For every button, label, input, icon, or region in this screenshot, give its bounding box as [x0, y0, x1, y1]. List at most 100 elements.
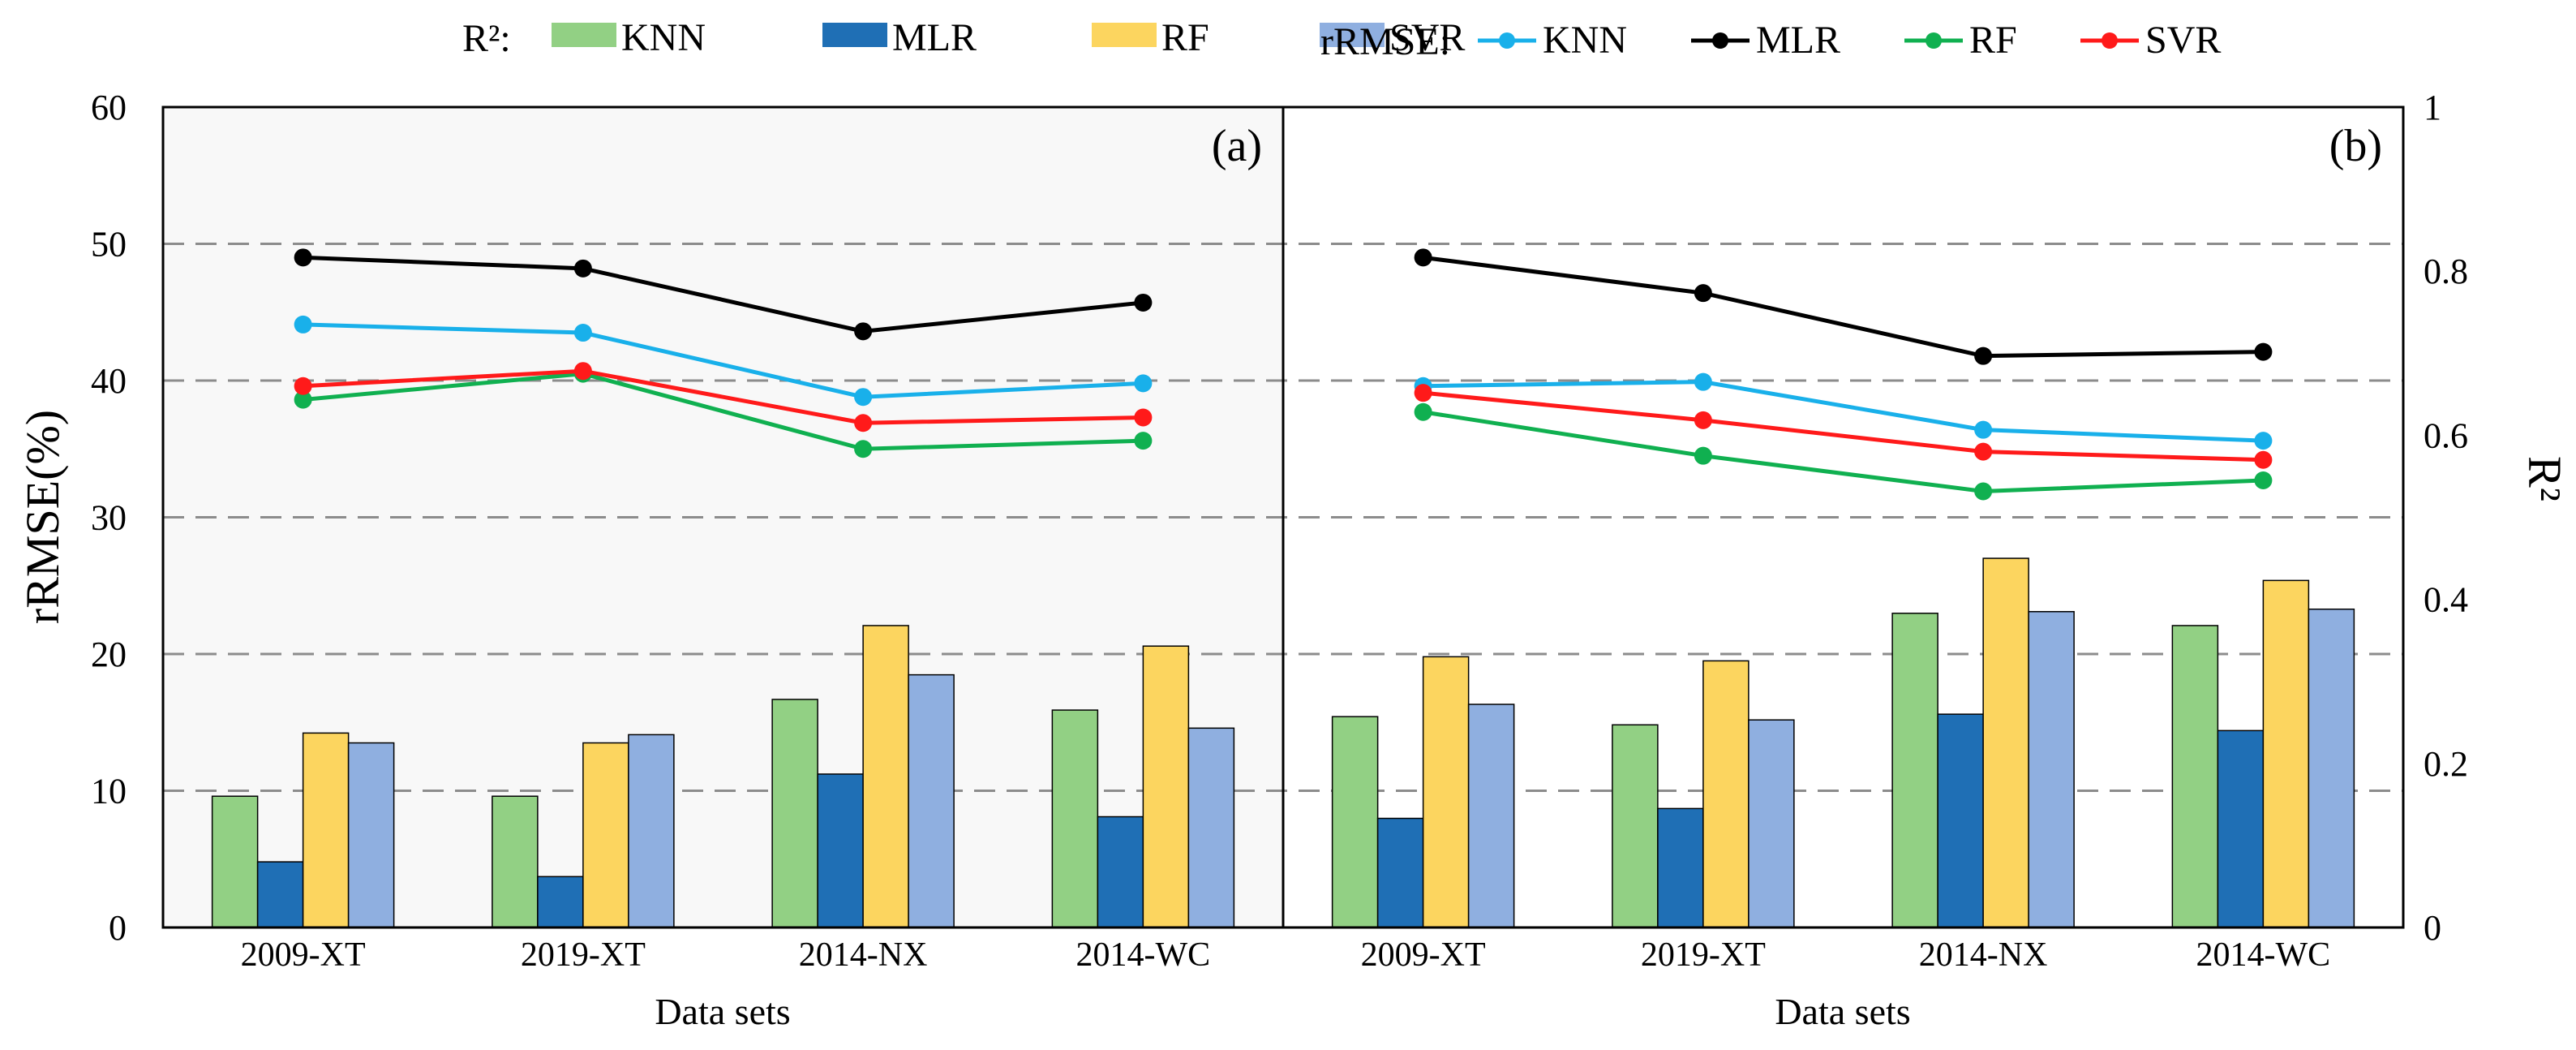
- legend-bar-swatch: [1320, 23, 1385, 47]
- point-knn: [1134, 374, 1153, 393]
- legend-line-label: KNN: [1543, 19, 1627, 62]
- line-rf: [303, 372, 1144, 451]
- rrmse-lines: [294, 248, 2273, 501]
- legend-bar-label: KNN: [621, 16, 706, 59]
- x-axis-label-a: Data sets: [655, 991, 790, 1032]
- category-label: 2014-WC: [1076, 936, 1211, 974]
- point-rf: [1694, 446, 1712, 465]
- category-label: 2019-XT: [1641, 936, 1766, 974]
- bar-knn-2014-nx: [1891, 613, 1938, 928]
- right-tick-label: 0.8: [2424, 252, 2468, 291]
- point-mlr: [1974, 346, 1993, 365]
- bar-rf-2009-xt: [1422, 656, 1470, 928]
- left-tick-label: 20: [91, 635, 127, 674]
- legend-line-marker: [1926, 32, 1942, 49]
- bar-svr-2019-xt: [628, 734, 675, 928]
- bar-svr-2014-nx: [908, 673, 955, 928]
- legend-line-marker: [1499, 32, 1515, 49]
- right-tick-label: 0.4: [2424, 580, 2468, 620]
- legend-bar-label: RF: [1161, 16, 1209, 59]
- point-rf: [2254, 471, 2273, 490]
- bar-mlr-2014-wc: [1097, 815, 1144, 928]
- line-knn: [303, 322, 1144, 399]
- point-svr: [294, 377, 312, 395]
- bar-knn-2009-xt: [211, 795, 259, 928]
- bar-knn-2014-wc: [1051, 709, 1099, 928]
- legend-line-label: SVR: [2145, 19, 2221, 62]
- r2-bars: [211, 557, 2355, 928]
- point-rf: [294, 390, 312, 409]
- point-svr: [1974, 442, 1993, 461]
- legend-bar-swatch: [552, 23, 616, 47]
- category-label: 2009-XT: [241, 936, 366, 974]
- bar-svr-2009-xt: [1467, 704, 1515, 928]
- bar-rf-2019-xt: [582, 742, 629, 928]
- category-label: 2014-NX: [1919, 936, 2048, 974]
- right-tick-label: 0: [2424, 908, 2441, 948]
- left-axis-ticks: 0 10 20 30 40 50 60: [91, 88, 127, 948]
- bar-mlr-2019-xt: [1657, 807, 1704, 928]
- bar-mlr-2014-nx: [817, 773, 864, 928]
- left-tick-label: 60: [91, 88, 127, 127]
- bar-mlr-2019-xt: [537, 876, 584, 928]
- point-knn: [854, 388, 873, 407]
- point-svr: [1134, 408, 1153, 427]
- bar-knn-2014-nx: [771, 699, 818, 928]
- right-axis-ticks: 0 0.2 0.4 0.6 0.8 1: [2424, 88, 2468, 948]
- line-svr: [303, 368, 1144, 425]
- bar-mlr-2009-xt: [1376, 817, 1424, 928]
- legend: R²: KNN MLR RF SVR rRMSE: KNN MLR RF SVR: [462, 16, 2221, 63]
- right-axis-label: R²: [2518, 456, 2571, 501]
- bar-mlr-2014-nx: [1937, 713, 1984, 928]
- point-mlr: [1694, 284, 1712, 303]
- point-svr: [854, 414, 873, 432]
- bar-rf-2014-nx: [1982, 557, 2029, 928]
- bar-knn-2019-xt: [1612, 724, 1659, 928]
- legend-bar-label: SVR: [1389, 16, 1465, 59]
- point-knn: [294, 315, 312, 334]
- bar-mlr-2014-wc: [2217, 729, 2265, 928]
- line-mlr: [303, 255, 1144, 334]
- point-svr: [573, 362, 592, 381]
- panel-b-label: (b): [2329, 121, 2382, 171]
- bar-rf-2009-xt: [302, 732, 350, 928]
- point-mlr: [2254, 342, 2273, 361]
- point-mlr: [1134, 293, 1153, 312]
- legend-bar-label: MLR: [892, 16, 977, 59]
- right-tick-label: 0.2: [2424, 744, 2468, 784]
- bar-svr-2019-xt: [1748, 719, 1795, 928]
- legend-bar-items: KNN MLR RF SVR: [552, 16, 1465, 59]
- right-tick-label: 1: [2424, 88, 2441, 127]
- left-tick-label: 40: [91, 361, 127, 401]
- left-tick-label: 0: [109, 908, 127, 948]
- point-knn: [2254, 432, 2273, 450]
- left-axis-label: rRMSE(%): [16, 410, 69, 624]
- left-tick-label: 30: [91, 498, 127, 538]
- point-svr: [1694, 411, 1712, 429]
- legend-bar-swatch: [1092, 23, 1157, 47]
- x-axis-label-b: Data sets: [1775, 991, 1910, 1032]
- bar-svr-2014-wc: [1187, 727, 1235, 928]
- point-knn: [1694, 372, 1712, 391]
- legend-rrmse-title: rRMSE:: [1320, 20, 1450, 63]
- legend-r2-title: R²:: [462, 17, 511, 60]
- left-tick-label: 10: [91, 772, 127, 811]
- legend-line-marker: [1712, 32, 1728, 49]
- legend-bar-swatch: [822, 23, 887, 47]
- point-knn: [1974, 420, 1993, 439]
- category-label: 2014-WC: [2196, 936, 2331, 974]
- point-rf: [1414, 402, 1432, 421]
- left-tick-label: 50: [91, 225, 127, 265]
- bar-knn-2014-wc: [2171, 625, 2219, 928]
- point-rf: [1974, 482, 1993, 501]
- bar-mlr-2009-xt: [256, 861, 304, 928]
- category-label: 2009-XT: [1361, 936, 1486, 974]
- point-mlr: [1414, 248, 1432, 267]
- right-tick-label: 0.6: [2424, 415, 2468, 455]
- bar-svr-2014-wc: [2308, 608, 2355, 928]
- category-label: 2014-NX: [799, 936, 928, 974]
- bar-rf-2014-wc: [2262, 579, 2310, 928]
- category-label: 2019-XT: [521, 936, 646, 974]
- bar-knn-2009-xt: [1331, 716, 1379, 928]
